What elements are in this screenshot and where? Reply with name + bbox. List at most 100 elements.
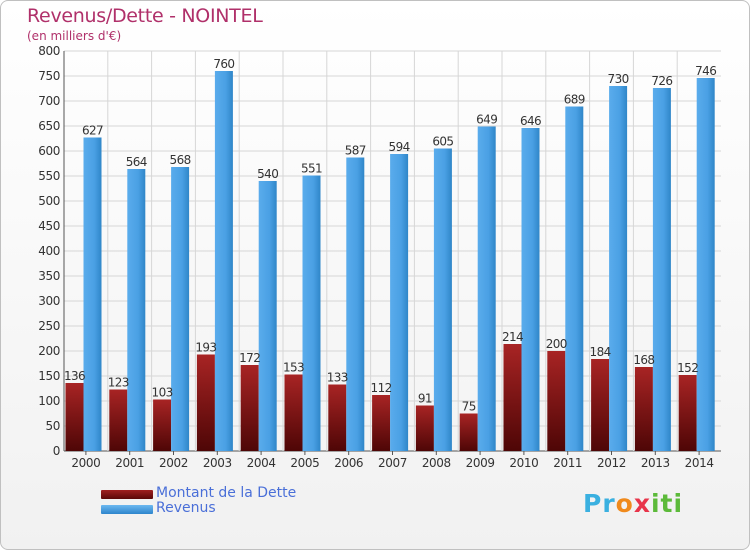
revenue-value-label: 540 — [257, 167, 278, 181]
revenue-value-label: 551 — [301, 162, 322, 176]
x-tick-label: 2004 — [247, 456, 276, 470]
y-tick-label: 0 — [53, 444, 60, 458]
revenue-bar — [214, 71, 233, 451]
logo-part-4: iti — [650, 489, 684, 518]
debt-value-label: 123 — [108, 376, 129, 390]
revenue-value-label: 646 — [520, 114, 541, 128]
logo-part-1: Pr — [583, 489, 616, 518]
revenue-bar — [521, 128, 540, 451]
logo-part-2: o — [615, 489, 634, 518]
revenue-value-label: 726 — [651, 74, 672, 88]
debt-value-label: 193 — [195, 341, 216, 355]
proxiti-logo: Proxiti — [583, 489, 683, 518]
x-tick-label: 2012 — [597, 456, 626, 470]
y-tick-label: 600 — [38, 144, 60, 158]
y-tick-label: 100 — [38, 394, 60, 408]
revenue-value-label: 587 — [345, 144, 366, 158]
y-tick-label: 350 — [38, 269, 60, 283]
y-tick-label: 500 — [38, 194, 60, 208]
debt-value-label: 184 — [590, 345, 611, 359]
x-tick-label: 2006 — [334, 456, 363, 470]
y-tick-label: 150 — [38, 369, 60, 383]
debt-bar — [65, 383, 84, 451]
x-tick-label: 2001 — [115, 456, 144, 470]
revenue-value-label: 760 — [213, 57, 234, 71]
revenue-value-label: 594 — [389, 140, 410, 154]
x-tick-label: 2010 — [509, 456, 538, 470]
logo-part-3: x — [633, 489, 651, 518]
y-tick-label: 550 — [38, 169, 60, 183]
y-tick-label: 700 — [38, 94, 60, 108]
y-tick-label: 250 — [38, 319, 60, 333]
debt-bar — [459, 413, 478, 451]
revenue-bar — [565, 106, 584, 451]
x-tick-label: 2009 — [466, 456, 495, 470]
debt-value-label: 91 — [418, 392, 432, 406]
revenue-value-label: 627 — [82, 124, 103, 138]
debt-bar — [153, 399, 172, 451]
debt-value-label: 112 — [371, 381, 392, 395]
y-tick-label: 50 — [46, 419, 60, 433]
y-tick-label: 800 — [38, 44, 60, 58]
debt-bar — [591, 359, 610, 451]
debt-bar — [547, 351, 566, 451]
chart-subtitle: (en milliers d'€) — [27, 29, 122, 43]
debt-bar — [415, 405, 434, 451]
legend-swatch-revenue — [101, 505, 153, 514]
y-tick-label: 450 — [38, 219, 60, 233]
revenue-value-label: 605 — [432, 135, 453, 149]
debt-bar — [678, 375, 697, 451]
x-tick-label: 2011 — [553, 456, 582, 470]
revenue-bar — [696, 78, 715, 451]
x-tick-label: 2003 — [203, 456, 232, 470]
debt-value-label: 214 — [502, 330, 523, 344]
legend-label-revenue: Revenus — [156, 500, 216, 516]
x-tick-label: 2008 — [422, 456, 451, 470]
revenue-bar — [302, 175, 321, 451]
x-tick-label: 2002 — [159, 456, 188, 470]
debt-value-label: 200 — [546, 337, 567, 351]
revenue-bar — [477, 126, 496, 451]
x-tick-label: 2013 — [641, 456, 670, 470]
debt-value-label: 75 — [462, 400, 476, 414]
revenue-value-label: 568 — [170, 153, 191, 167]
revenue-value-label: 649 — [476, 113, 497, 127]
revenue-bar — [609, 86, 628, 451]
debt-bar — [503, 344, 522, 451]
bar-chart: 0 50 100 150 200 250 300 350 400 450 500 550 600 650 7… — [38, 44, 721, 470]
debt-value-label: 103 — [152, 386, 173, 400]
y-tick-label: 750 — [38, 69, 60, 83]
debt-value-label: 172 — [239, 351, 260, 365]
debt-bar — [240, 365, 259, 451]
x-tick-label: 2005 — [290, 456, 319, 470]
revenue-bar — [390, 154, 409, 451]
x-tick-label: 2000 — [71, 456, 100, 470]
y-tick-label: 650 — [38, 119, 60, 133]
chart-title: Revenus/Dette - NOINTEL — [27, 5, 263, 27]
debt-bar — [109, 389, 128, 451]
y-tick-label: 300 — [38, 294, 60, 308]
x-tick-label: 2014 — [685, 456, 714, 470]
revenue-value-label: 730 — [608, 72, 629, 86]
debt-bar — [196, 354, 215, 451]
y-tick-label: 400 — [38, 244, 60, 258]
debt-value-label: 133 — [327, 371, 348, 385]
revenue-value-label: 564 — [126, 155, 147, 169]
revenue-value-label: 689 — [564, 93, 585, 107]
legend-label-debt: Montant de la Dette — [156, 485, 297, 501]
revenue-bar — [258, 181, 277, 451]
revenue-bar — [346, 157, 365, 451]
revenue-bar — [652, 88, 671, 451]
debt-value-label: 153 — [283, 361, 304, 375]
legend-swatch-debt — [101, 490, 153, 499]
debt-value-label: 136 — [64, 369, 85, 383]
revenue-bar — [127, 169, 146, 451]
debt-value-label: 152 — [677, 361, 698, 375]
x-tick-label: 2007 — [378, 456, 407, 470]
debt-bar — [284, 374, 303, 451]
revenue-bar — [171, 167, 190, 451]
debt-bar — [328, 384, 347, 451]
debt-value-label: 168 — [633, 353, 654, 367]
revenue-bar — [433, 148, 452, 451]
